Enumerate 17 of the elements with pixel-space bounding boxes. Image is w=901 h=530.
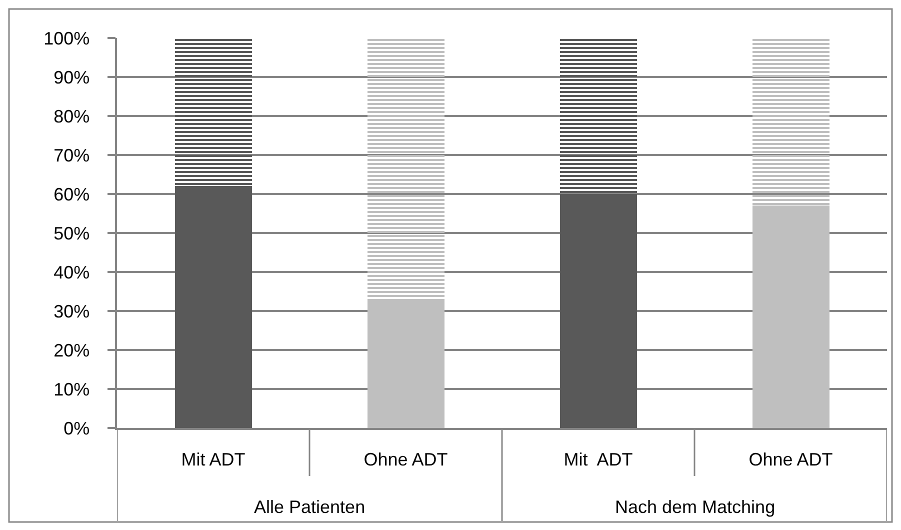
text: Alle Patienten (254, 497, 366, 517)
y-tick-label: 60% (54, 184, 90, 204)
y-tick-label: 80% (54, 106, 90, 126)
x-tick-label: Ohne ADT (364, 449, 448, 470)
text: Nach dem Matching (615, 497, 776, 517)
y-tick-label: 100% (44, 28, 90, 48)
y-tick-label: 20% (54, 340, 90, 360)
y-tick-label: 0% (64, 418, 90, 438)
y-tick-label: 10% (54, 379, 90, 400)
x-tick-label: Mit ADT (564, 449, 633, 470)
y-tick-label: 90% (54, 67, 90, 88)
y-tick-label: 70% (54, 145, 90, 166)
y-tick-label: 50% (54, 223, 90, 244)
y-tick-label: 30% (54, 301, 90, 322)
x-tick-label: Mit ADT (181, 449, 246, 470)
x-tick-label: Ohne ADT (748, 449, 833, 470)
y-tick-label: 40% (54, 262, 90, 282)
